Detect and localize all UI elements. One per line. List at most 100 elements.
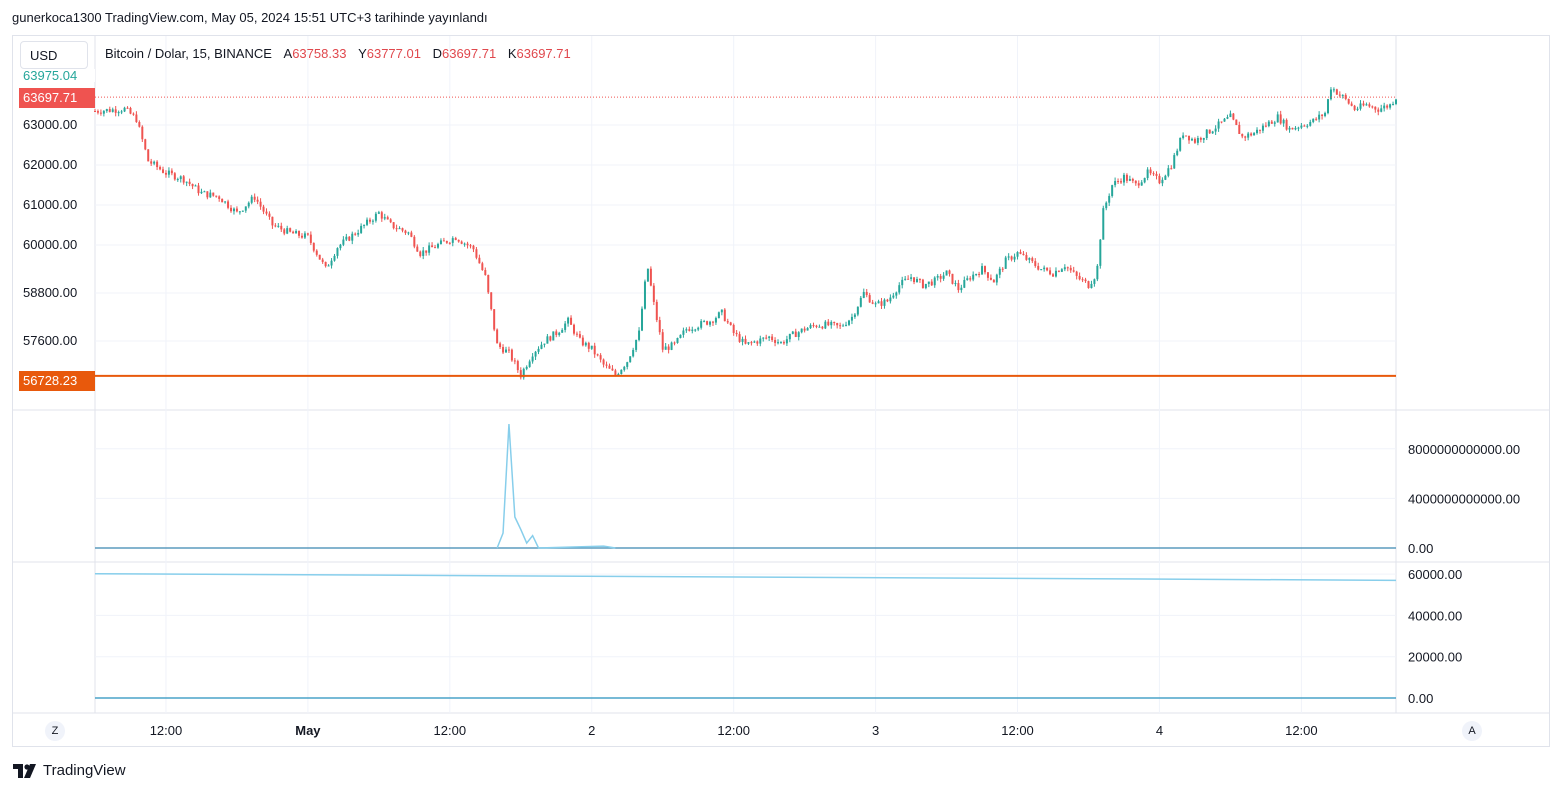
candle-body [153,161,156,164]
candle-body [156,161,159,168]
candle-body [1341,94,1344,96]
candle-body [1185,135,1188,137]
candle-body [788,333,791,340]
candle-body [354,233,357,235]
publish-header: gunerkoca1300 TradingView.com, May 05, 2… [12,10,488,25]
candle-body [910,277,913,279]
candle-body [1025,255,1028,260]
candle-body [584,342,587,346]
auto-scale-left-button[interactable]: Z [45,721,65,741]
candle-body [454,238,457,240]
candle-body [720,309,723,313]
candle-body [330,260,333,266]
candle-body [1377,109,1380,112]
auto-scale-right-button[interactable]: A [1462,721,1482,741]
candle-body [904,278,907,280]
candle-body [360,225,363,233]
candle-body [371,220,374,222]
time-axis-label: 12:00 [150,723,183,738]
chart-canvas[interactable]: 63000.00 62000.00 61000.00 60000.00 58800.00… [13,36,1549,746]
candle-body [1016,252,1019,257]
candle-body [206,191,209,198]
candle-body [1028,258,1031,260]
candle-body [1043,267,1046,270]
candle-body [549,336,552,341]
candle-body [428,245,431,253]
candle-body [765,337,768,339]
candle-body [1140,182,1143,186]
indicator-axis-label: 60000.00 [1408,567,1462,582]
candle-body [215,195,218,197]
candle-body [954,283,957,285]
candle-body [753,341,756,343]
candle-body [839,325,842,327]
candle-body [1389,104,1392,108]
candle-body [921,279,924,289]
indicator-axis-label: 40000.00 [1408,608,1462,623]
candle-body [324,261,327,267]
candle-body [1096,265,1099,280]
candle-body [318,254,321,260]
candle-body [806,328,809,331]
candle-body [1232,113,1235,120]
candle-body [596,354,599,356]
price-axis-label: 62000.00 [23,157,77,172]
candle-body [1256,129,1259,134]
candle-body [895,292,898,296]
candle-body [1270,121,1273,124]
candle-body [164,172,167,175]
candle-body [1294,127,1297,130]
candle-body [998,268,1001,275]
candle-body [1350,103,1353,106]
price-axis-label: 60000.00 [23,237,77,252]
chart-frame[interactable]: 63000.00 62000.00 61000.00 60000.00 58800.00… [12,35,1550,747]
candle-body [129,108,132,114]
candle-body [339,244,342,249]
candle-body [1291,127,1294,130]
candle-body [108,109,111,112]
candle-body [685,329,688,331]
price-axis-label: 61000.00 [23,197,77,212]
candle-body [913,277,916,283]
candle-body [1326,99,1329,114]
candle-body [241,210,244,212]
volume-axis-label: 0.00 [1408,541,1433,556]
candle-body [159,167,162,170]
candle-body [398,228,401,230]
candle-body [286,228,289,234]
candle-body [573,324,576,334]
candle-body [723,309,726,322]
candle-body [691,329,694,331]
candle-body [1279,114,1282,124]
candle-body [1217,121,1220,129]
candle-body [661,332,664,350]
candle-body [490,292,493,310]
candle-body [963,279,966,288]
candle-body [614,370,617,376]
candle-body [1312,118,1315,122]
candle-body [871,302,874,304]
candle-body [901,279,904,286]
candle-body [570,317,573,325]
candle-body [179,176,182,180]
currency-button[interactable]: USD [20,41,88,69]
candle-body [632,349,635,357]
candle-body [575,333,578,335]
candle-body [694,329,697,331]
open-label: A [283,46,293,61]
candle-body [646,268,649,282]
brand-name: TradingView [43,762,126,779]
candle-body [141,126,144,140]
candle-body [785,339,788,344]
candle-body [1238,124,1241,134]
candle-body [673,342,676,344]
candle-body [1034,261,1037,266]
candle-body [629,356,632,363]
candle-body [599,355,602,360]
candle-body [1190,138,1193,141]
candle-body [147,149,150,162]
tradingview-brand[interactable]: TradingView [13,762,126,779]
candle-body [315,250,318,255]
candle-body [298,231,301,236]
candle-body [230,207,233,212]
